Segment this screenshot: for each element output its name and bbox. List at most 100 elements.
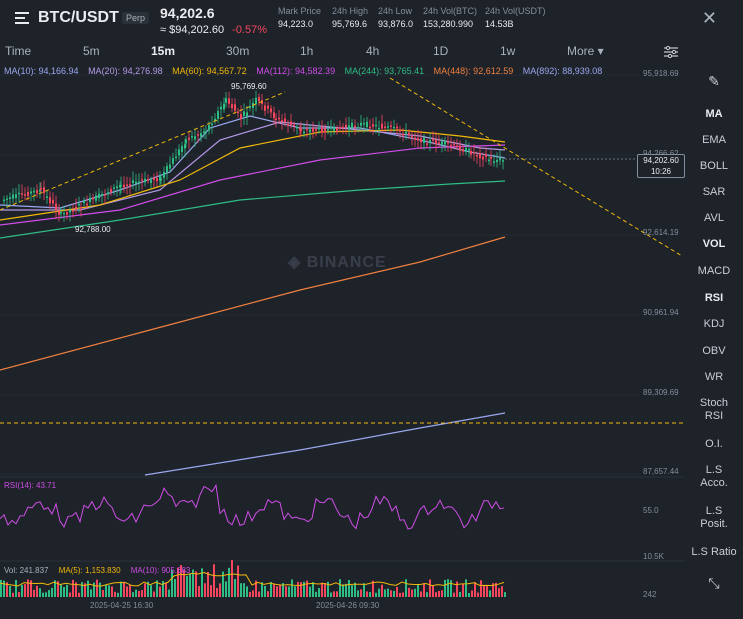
candle-body: [459, 145, 461, 151]
candle-body: [184, 144, 186, 149]
candle-body: [205, 131, 207, 133]
indicator-ls-account[interactable]: L.S Acco.: [700, 464, 728, 489]
tab-1d[interactable]: 1D: [433, 44, 449, 58]
tab-1w[interactable]: 1w: [500, 44, 516, 58]
tab-1h[interactable]: 1h: [300, 44, 314, 58]
candle-body: [98, 193, 100, 199]
date-label: 2025-04-25 16:30: [90, 601, 154, 610]
candle-body: [417, 138, 419, 141]
indicator-sar[interactable]: SAR: [702, 186, 726, 198]
volume-bar: [348, 580, 350, 597]
candle-body: [225, 97, 227, 103]
volume-bar: [402, 592, 404, 597]
fullscreen-icon[interactable]: ⤡: [708, 575, 720, 591]
volume-axis-top: 10.5K: [643, 552, 664, 561]
volume-bar: [384, 589, 386, 597]
tab-5m[interactable]: 5m: [83, 44, 100, 58]
candle-body: [293, 124, 295, 127]
volume-bar: [453, 592, 455, 597]
candle-body: [153, 177, 155, 181]
volume-bar: [63, 587, 65, 597]
indicator-ls-ratio[interactable]: L.S Ratio: [691, 546, 737, 558]
indicator-avl[interactable]: AVL: [704, 212, 724, 224]
menu-icon[interactable]: [14, 10, 30, 26]
candle-body: [75, 206, 77, 210]
moving-average-lines: [0, 115, 506, 476]
indicator-macd[interactable]: MACD: [697, 265, 731, 277]
candle-body: [55, 203, 57, 211]
volume-bar: [108, 585, 110, 597]
candle-body: [375, 124, 377, 127]
volume-bar: [75, 582, 77, 597]
volume-bar: [255, 580, 257, 597]
pair-name[interactable]: BTC/USDT: [38, 9, 119, 26]
candle-body: [138, 181, 140, 184]
volume-bar: [18, 591, 20, 597]
volume-bar: [273, 583, 275, 597]
candle-body: [208, 124, 210, 131]
settings-sliders-icon[interactable]: [664, 46, 678, 58]
price-axis-label: 92,614.19: [643, 228, 679, 237]
candle-body: [135, 181, 137, 184]
volume-bar: [498, 588, 500, 597]
tab-30m[interactable]: 30m: [226, 44, 250, 58]
candle-body: [363, 122, 365, 125]
indicator-obv[interactable]: OBV: [702, 345, 726, 357]
candle-body: [381, 123, 383, 129]
candle-body: [249, 106, 251, 108]
volume-bar: [426, 592, 428, 597]
volume-bar: [96, 579, 98, 597]
ticker-header: BTC/USDT Perp 94,202.6 ≈ $94,202.60 -0.57…: [0, 0, 743, 40]
candle-body: [290, 121, 292, 125]
trendline-support: [0, 91, 286, 211]
candle-body: [333, 126, 335, 131]
volume-bar: [123, 581, 125, 597]
candle-body: [438, 142, 440, 144]
volume-bar: [48, 590, 50, 597]
tab-time[interactable]: Time: [5, 44, 32, 58]
tab-15m[interactable]: 15m: [151, 44, 176, 58]
candle-body: [402, 133, 404, 136]
volume-bar: [285, 586, 287, 597]
candle-body: [24, 194, 26, 196]
indicator-oi[interactable]: O.I.: [705, 438, 723, 450]
indicator-kdj[interactable]: KDJ: [703, 318, 725, 330]
indicator-stoch-rsi[interactable]: Stoch RSI: [699, 397, 729, 422]
indicator-wr[interactable]: WR: [704, 371, 724, 383]
volume-bar: [219, 583, 221, 597]
price-axis-label: 94,266.62: [643, 149, 679, 158]
close-icon[interactable]: ✕: [701, 8, 717, 28]
candle-body: [330, 127, 332, 129]
volume-bar: [318, 588, 320, 597]
volume-bar: [366, 591, 368, 597]
indicator-vol[interactable]: VOL: [702, 238, 726, 250]
volume-bar: [504, 592, 506, 597]
volume-bar: [171, 569, 173, 597]
volume-bar: [51, 587, 53, 597]
indicator-ema[interactable]: EMA: [702, 134, 726, 146]
draw-tool-icon[interactable]: ✎: [708, 73, 720, 89]
indicator-rsi[interactable]: RSI: [704, 292, 724, 304]
volume-bar: [207, 571, 209, 597]
ma244-line: [0, 180, 506, 239]
indicator-ls-position[interactable]: L.S Posit.: [700, 505, 728, 530]
candle-body: [432, 139, 434, 141]
candle-body: [450, 144, 452, 147]
volume-bar: [408, 587, 410, 597]
candle-body: [166, 166, 168, 173]
indicator-boll[interactable]: BOLL: [699, 160, 729, 172]
volume-bar: [183, 570, 185, 597]
volume-bar: [114, 591, 116, 597]
tab-4h[interactable]: 4h: [366, 44, 380, 58]
volume-bar: [411, 589, 413, 597]
volume-bar: [117, 592, 119, 597]
candle-body: [429, 140, 431, 143]
volume-bar: [165, 582, 167, 597]
indicator-ma[interactable]: MA: [705, 108, 723, 120]
candle-body: [275, 118, 277, 121]
candle-body: [264, 105, 266, 111]
more-timeframes-dropdown[interactable]: More ▾: [567, 44, 604, 58]
candle-body: [384, 126, 386, 129]
candle-body: [72, 210, 74, 212]
